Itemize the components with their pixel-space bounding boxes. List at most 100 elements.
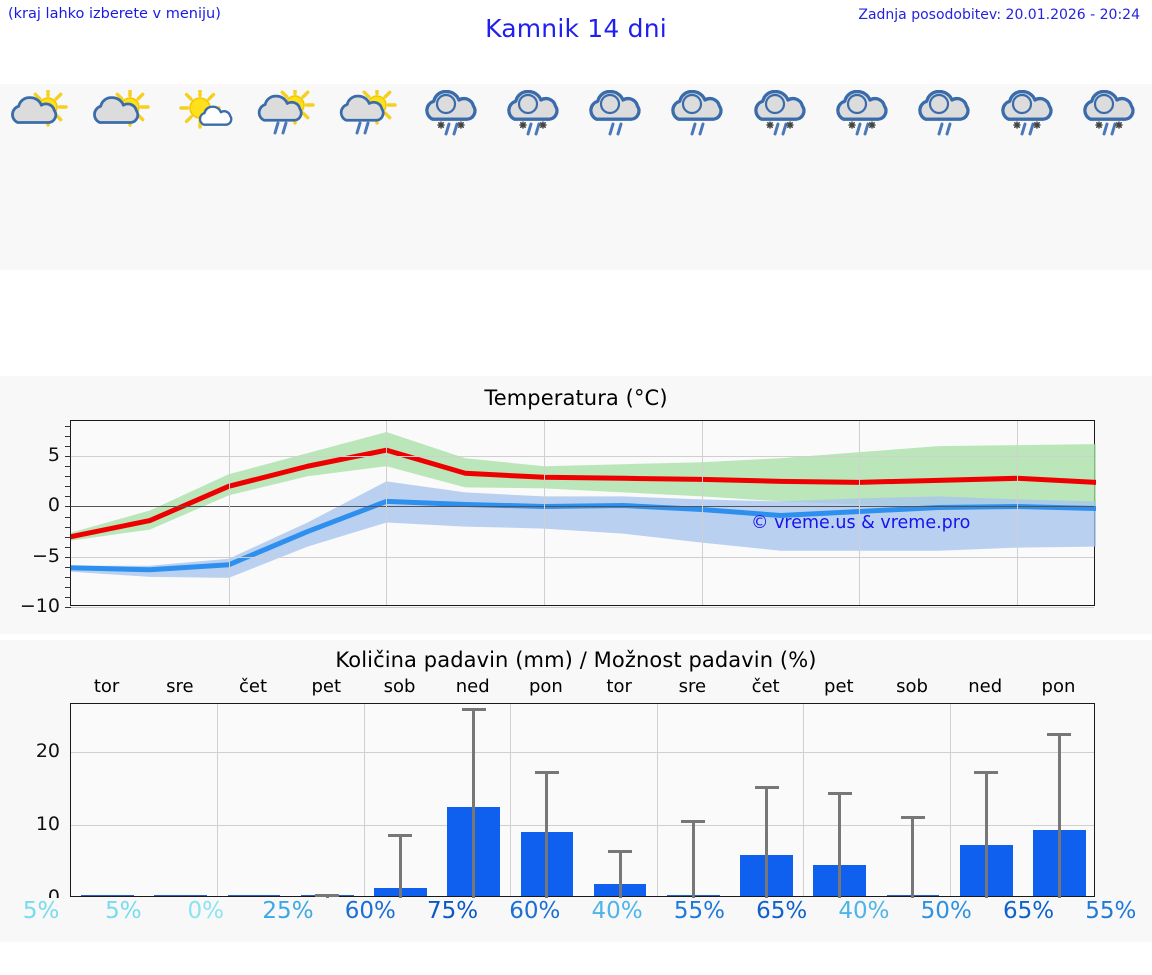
y-axis-minor-tick bbox=[65, 546, 71, 548]
error-bar-cap bbox=[1047, 733, 1072, 737]
precipitation-probability-value: 60% bbox=[509, 898, 561, 924]
y-axis-minor-tick bbox=[65, 496, 71, 498]
precipitation-bar[interactable] bbox=[154, 894, 208, 896]
error-bar bbox=[838, 791, 842, 898]
precipitation-day-labels: tor sre čet pet sob ned pon tor sre čet pet sob ned p… bbox=[70, 676, 1095, 700]
error-bar-cap bbox=[681, 819, 706, 823]
error-bar-cap bbox=[388, 834, 413, 838]
precipitation-day-label: sob bbox=[383, 676, 416, 697]
watermark-label: © vreme.us & vreme.pro bbox=[751, 513, 971, 533]
error-bar bbox=[911, 816, 915, 898]
precipitation-chart-panel: Količina padavin (mm) / Možnost padavin … bbox=[0, 640, 1152, 930]
cloud-rain-snow-icon bbox=[504, 90, 566, 146]
error-bar-cap bbox=[534, 771, 559, 775]
error-bar bbox=[691, 819, 695, 898]
precipitation-probability-value: 60% bbox=[344, 898, 396, 924]
day-column[interactable] bbox=[905, 84, 987, 270]
temperature-chart-panel: Temperatura (°C) 5 0 −5 −10 © vreme.us & vr… bbox=[0, 376, 1152, 634]
precipitation-day-label: ned bbox=[968, 676, 1003, 697]
cloud-rain-icon bbox=[915, 90, 977, 146]
error-bar-cap bbox=[315, 893, 340, 897]
daily-forecast-strip bbox=[0, 84, 1152, 270]
gridline-vertical bbox=[803, 704, 805, 896]
error-bar bbox=[545, 771, 549, 903]
error-bar bbox=[984, 771, 988, 898]
precipitation-probability-value: 50% bbox=[920, 898, 972, 924]
y-axis-tick-label: 20 bbox=[35, 739, 60, 762]
precipitation-day-label: sob bbox=[896, 676, 928, 697]
temperature-y-axis: 5 0 −5 −10 bbox=[0, 420, 64, 617]
error-bar bbox=[472, 708, 476, 898]
y-axis-tick-label: −5 bbox=[31, 544, 60, 567]
day-column[interactable] bbox=[658, 84, 740, 270]
precipitation-probability-value: 40% bbox=[838, 898, 890, 924]
y-axis-minor-tick bbox=[65, 516, 71, 518]
precipitation-bar[interactable] bbox=[227, 894, 281, 896]
day-column[interactable] bbox=[165, 84, 247, 270]
y-axis-minor-tick bbox=[65, 426, 71, 428]
y-axis-minor-tick bbox=[65, 586, 71, 588]
cloud-rain-snow-icon bbox=[833, 90, 895, 146]
gridline-horizontal bbox=[71, 556, 1094, 558]
day-column[interactable] bbox=[494, 84, 576, 270]
precipitation-probability-row: 5% 5% 0% 25% 60% 75% 60% 40% 55% 65% 40% 50% 65% 55% bbox=[0, 898, 1152, 942]
day-column[interactable] bbox=[82, 84, 164, 270]
precipitation-day-label: pet bbox=[311, 676, 342, 697]
gridline-vertical bbox=[656, 704, 658, 896]
precipitation-chart-title: Količina padavin (mm) / Možnost padavin … bbox=[335, 648, 817, 672]
error-bar-cap bbox=[900, 816, 925, 819]
gridline-horizontal bbox=[71, 607, 1094, 608]
precipitation-day-label: pon bbox=[1041, 676, 1076, 697]
day-column[interactable] bbox=[0, 84, 82, 270]
gridline-horizontal bbox=[71, 456, 1094, 458]
day-column[interactable] bbox=[576, 84, 658, 270]
error-bar bbox=[765, 785, 769, 898]
error-bar-cap bbox=[974, 771, 999, 775]
error-bar bbox=[618, 849, 622, 898]
precipitation-day-label: ned bbox=[455, 676, 490, 697]
sun-small-cloud-icon bbox=[175, 90, 237, 146]
precipitation-bar[interactable] bbox=[81, 894, 134, 896]
top-bar: (kraj lahko izberete v meniju) Kamnik 14… bbox=[0, 0, 1152, 56]
precipitation-day-label: čet bbox=[239, 676, 268, 697]
gridline-vertical bbox=[859, 421, 861, 605]
y-axis-minor-tick bbox=[65, 526, 71, 528]
gridline-vertical bbox=[701, 421, 703, 605]
gridline-horizontal bbox=[71, 751, 1094, 753]
precipitation-day-label: sre bbox=[166, 676, 194, 697]
y-axis-minor-tick bbox=[65, 476, 71, 478]
precipitation-day-label: pon bbox=[528, 676, 563, 697]
precipitation-y-axis: 0 10 20 bbox=[0, 703, 64, 908]
precipitation-probability-value: 40% bbox=[591, 898, 643, 924]
gridline-vertical bbox=[228, 421, 230, 605]
gridline-vertical bbox=[386, 421, 388, 605]
precipitation-day-label: sre bbox=[678, 676, 707, 697]
precipitation-day-label: čet bbox=[751, 676, 780, 697]
day-column[interactable] bbox=[741, 84, 823, 270]
day-column[interactable] bbox=[247, 84, 329, 270]
y-axis-minor-tick bbox=[65, 536, 71, 538]
error-bar-cap bbox=[754, 785, 779, 789]
y-axis-minor-tick bbox=[65, 446, 71, 448]
y-axis-tick-label: 0 bbox=[47, 494, 60, 517]
error-bar-cap bbox=[461, 708, 486, 712]
temperature-chart-title: Temperatura (°C) bbox=[484, 386, 668, 410]
precipitation-day-label: tor bbox=[606, 676, 632, 697]
precipitation-probability-value: 65% bbox=[756, 898, 808, 924]
error-bar bbox=[398, 834, 402, 898]
y-axis-tick-label: −10 bbox=[19, 595, 60, 617]
precipitation-probability-value: 55% bbox=[1085, 898, 1137, 924]
cloud-rain-snow-icon bbox=[751, 90, 813, 146]
precipitation-day-label: pet bbox=[824, 676, 854, 697]
day-column[interactable] bbox=[987, 84, 1069, 270]
gridline-vertical bbox=[510, 704, 512, 896]
precipitation-probability-value: 55% bbox=[673, 898, 725, 924]
y-axis-tick-label: 10 bbox=[35, 812, 60, 835]
day-column[interactable] bbox=[329, 84, 411, 270]
day-column[interactable] bbox=[1070, 84, 1152, 270]
gridline-vertical bbox=[363, 704, 365, 896]
y-axis-minor-tick bbox=[65, 456, 71, 458]
sun-behind-cloud-icon bbox=[10, 90, 72, 146]
day-column[interactable] bbox=[411, 84, 493, 270]
day-column[interactable] bbox=[823, 84, 905, 270]
